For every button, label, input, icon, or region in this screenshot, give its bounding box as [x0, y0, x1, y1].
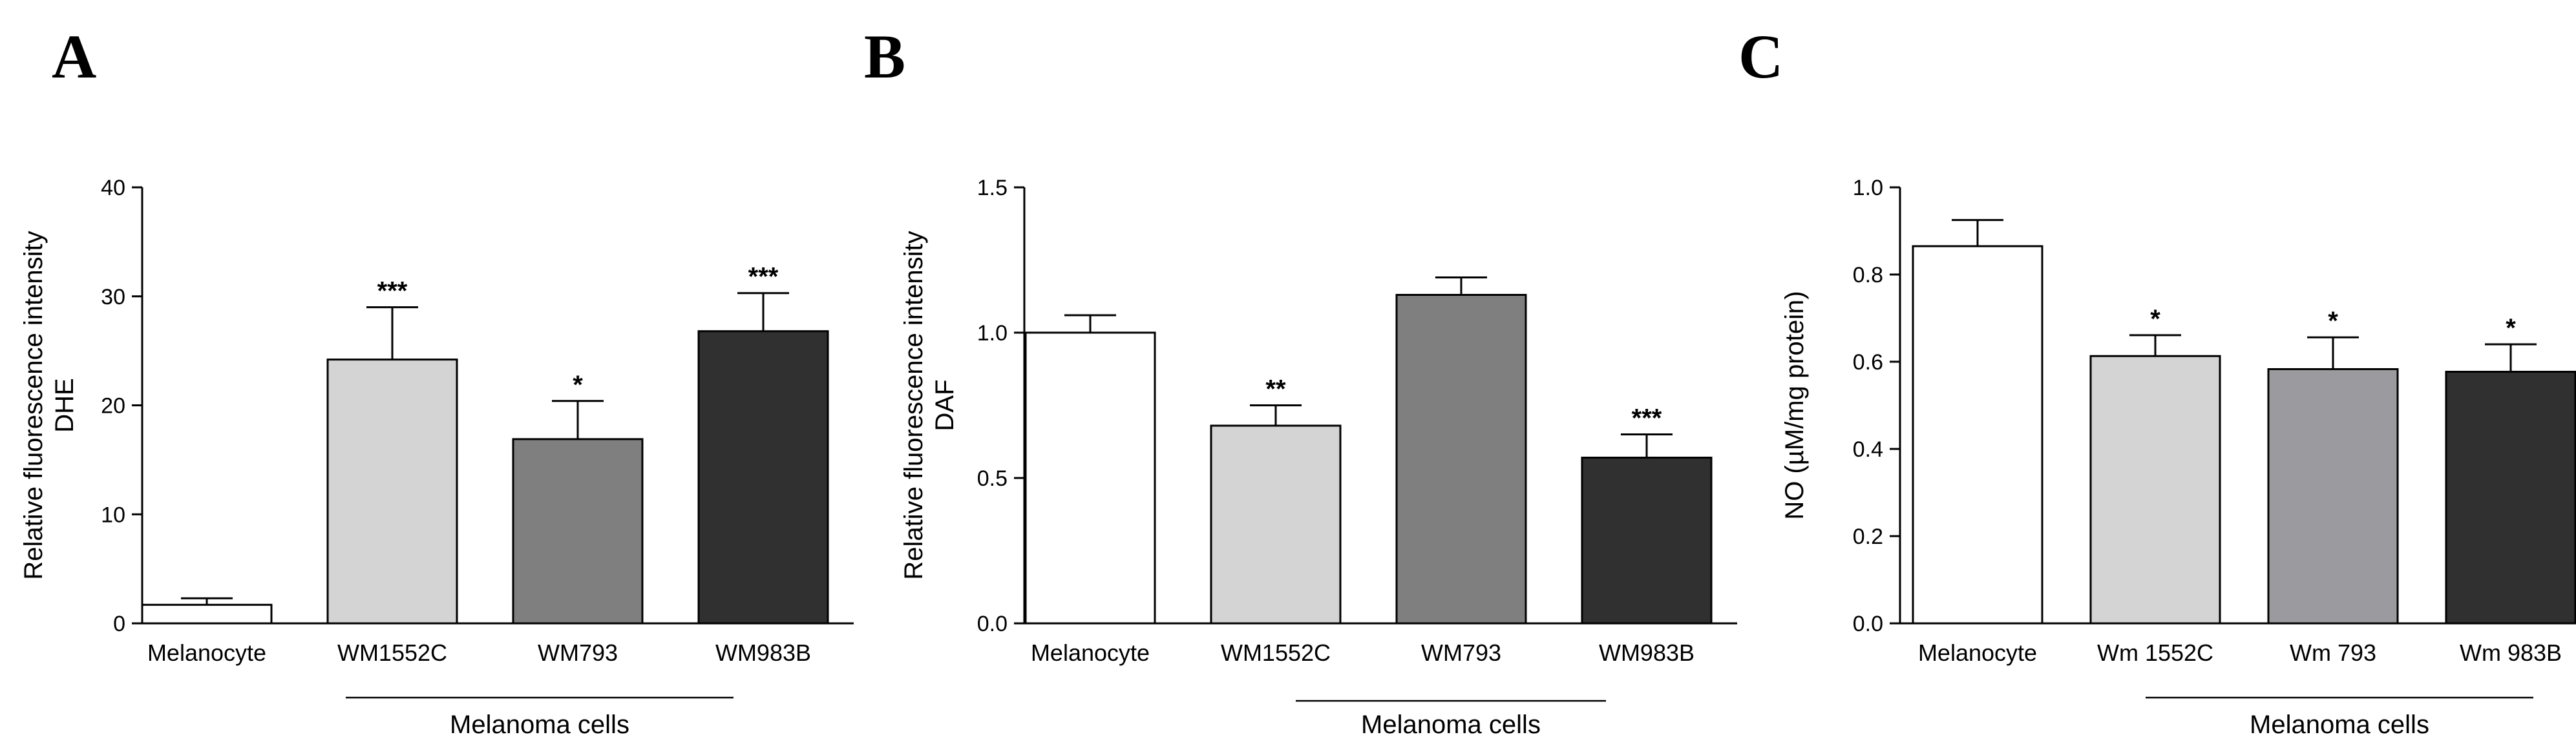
bar: [697, 330, 829, 625]
y-axis-label: Relative fluorescence intensity: [900, 231, 928, 579]
group-label: Melanoma cells: [1361, 711, 1541, 739]
bar: [1024, 331, 1156, 625]
y-tick-label: 0.4: [1853, 437, 1883, 462]
chart-panel-a: A 0 10 20 30 40 Relative fluorescence intensit…: [19, 22, 854, 739]
y-tick-label: 30: [101, 285, 125, 309]
category-label: WM983B: [1599, 639, 1694, 666]
y-tick-label: 0: [113, 612, 125, 636]
bar: [1395, 294, 1527, 625]
bar: [512, 438, 644, 625]
category-label: Melanocyte: [147, 639, 266, 666]
category-label: Wm 793: [2290, 639, 2376, 666]
y-axis-label: DHE: [50, 378, 79, 432]
bar: [2089, 355, 2221, 625]
y-tick-label: 0.5: [977, 466, 1008, 491]
category-label: Melanocyte: [1031, 639, 1150, 666]
category-label: WM793: [538, 639, 618, 666]
y-tick-label: 1.0: [977, 321, 1008, 346]
y-tick-label: 0.6: [1853, 350, 1883, 375]
significance-label: *: [2506, 314, 2516, 342]
y-tick-label: 0.0: [1853, 612, 1883, 636]
bar: [141, 603, 273, 625]
y-tick-label: 0.0: [977, 612, 1008, 636]
bar: [326, 358, 458, 625]
category-label: Wm 1552C: [2097, 639, 2213, 666]
bar: [1210, 424, 1342, 625]
panel-letter: B: [864, 22, 905, 91]
y-tick-label: 20: [101, 394, 125, 419]
significance-label: *: [2328, 307, 2338, 335]
y-axis-label: Relative fluorescence intensity: [19, 231, 48, 579]
y-axis-label: DAF: [931, 380, 959, 431]
category-label: Melanocyte: [1918, 639, 2037, 666]
y-tick-label: 40: [101, 176, 125, 200]
bar: [1581, 457, 1713, 625]
significance-label: *: [2150, 305, 2160, 333]
y-tick-label: 1.5: [977, 176, 1008, 200]
group-label: Melanoma cells: [2250, 711, 2429, 739]
group-label: Melanoma cells: [450, 711, 629, 739]
category-label: Wm 983B: [2460, 639, 2562, 666]
y-tick-label: 10: [101, 503, 125, 527]
category-label: WM793: [1421, 639, 1501, 666]
category-label: WM1552C: [1221, 639, 1331, 666]
bar: [2267, 368, 2399, 625]
chart-panel-b: B 0.0 0.5 1.0 1.5 Relative fluorescence inten…: [864, 22, 1737, 739]
category-label: WM983B: [715, 639, 811, 666]
significance-label: ***: [748, 263, 779, 291]
panel-letter: A: [52, 22, 96, 91]
significance-label: *: [573, 371, 583, 399]
category-label: WM1552C: [337, 639, 447, 666]
chart-panel-c: C 0.0 0.2 0.4 0.6 0.8 1.0 NO (µM/mg protein) Mel…: [1738, 22, 2576, 739]
significance-label: **: [1265, 375, 1286, 404]
y-tick-label: 1.0: [1853, 176, 1883, 200]
significance-label: ***: [1632, 404, 1662, 433]
panel-letter: C: [1738, 22, 1783, 91]
y-axis-label: NO (µM/mg protein): [1780, 291, 1809, 519]
y-tick-label: 0.8: [1853, 263, 1883, 287]
bar: [2445, 371, 2576, 625]
y-tick-label: 0.2: [1853, 525, 1883, 549]
bar: [1912, 245, 2043, 625]
significance-label: ***: [377, 277, 408, 306]
